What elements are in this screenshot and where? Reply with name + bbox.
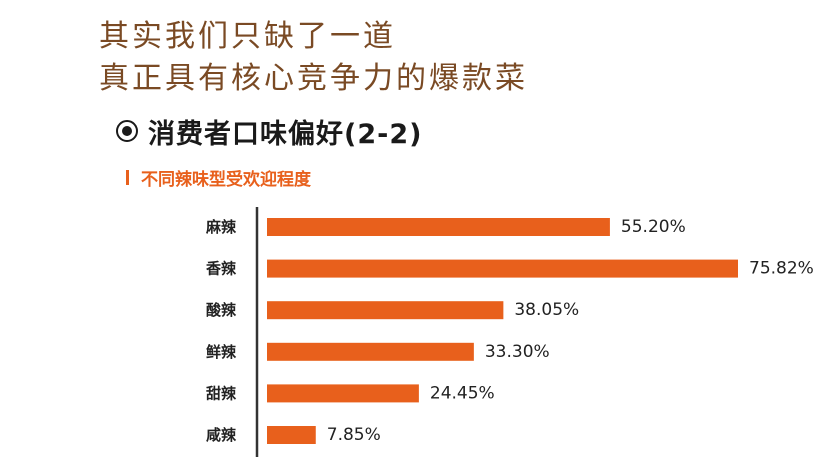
headline-line-2: 真正具有核心竞争力的爆款菜 (99, 61, 528, 96)
data-label: 75.82% (749, 259, 814, 279)
chart-subtitle: 不同辣味型受欢迎程度 (126, 166, 311, 190)
bar (267, 259, 738, 278)
category-label: 麻辣 (205, 218, 237, 236)
headline-line-1: 其实我们只缺了一道 (99, 19, 396, 54)
data-label: 24.45% (430, 383, 495, 403)
category-label: 鲜辣 (206, 343, 237, 361)
data-label: 38.05% (514, 300, 579, 320)
bar (267, 301, 504, 320)
section-title: 消费者口味偏好(2-2) (148, 118, 423, 150)
category-label: 甜辣 (206, 384, 237, 402)
radio-selected-icon (116, 120, 138, 142)
category-label: 香辣 (206, 260, 237, 278)
subtitle-accent-bar (126, 169, 129, 185)
category-label: 酸辣 (206, 301, 237, 319)
data-label: 7.85% (327, 425, 381, 445)
data-label: 55.20% (621, 217, 686, 237)
bar (267, 218, 610, 236)
bar (267, 426, 316, 444)
chart-title: 不同辣味型受欢迎程度 (141, 169, 311, 190)
section-header: 消费者口味偏好(2-2) (116, 115, 422, 150)
bar (267, 342, 474, 361)
bar (267, 384, 419, 403)
data-label: 33.30% (485, 342, 550, 362)
category-label: 咸辣 (206, 426, 237, 444)
